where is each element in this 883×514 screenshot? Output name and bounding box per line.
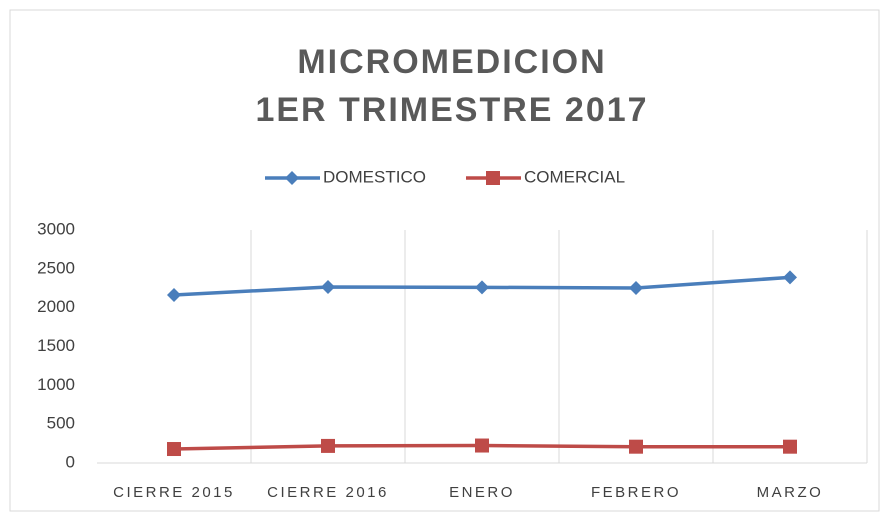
y-tick-label: 500 xyxy=(47,414,75,433)
marker xyxy=(321,280,335,295)
chart-title: 1ER TRIMESTRE 2017 xyxy=(255,91,648,129)
x-tick-label: ENERO xyxy=(449,484,515,501)
marker xyxy=(486,171,500,185)
legend-label: DOMESTICO xyxy=(323,167,426,186)
legend-label: COMERCIAL xyxy=(524,167,625,186)
y-tick-label: 2000 xyxy=(37,297,75,316)
marker xyxy=(321,438,335,453)
marker xyxy=(167,442,181,457)
marker xyxy=(167,288,181,303)
x-tick-label: FEBRERO xyxy=(591,484,681,501)
y-tick-label: 1000 xyxy=(37,375,75,394)
chart-title: MICROMEDICION xyxy=(297,43,606,81)
marker xyxy=(629,439,643,454)
y-tick-label: 3000 xyxy=(37,219,75,238)
marker xyxy=(783,270,797,285)
y-tick-label: 0 xyxy=(66,452,75,471)
marker xyxy=(783,439,797,454)
x-tick-label: MARZO xyxy=(757,484,824,501)
marker xyxy=(475,280,489,295)
y-tick-label: 1500 xyxy=(37,336,75,355)
x-tick-label: CIERRE 2016 xyxy=(267,484,389,501)
marker xyxy=(285,171,299,185)
marker xyxy=(475,438,489,453)
chart-frame xyxy=(9,9,880,512)
y-tick-label: 2500 xyxy=(37,258,75,277)
x-tick-label: CIERRE 2015 xyxy=(113,484,235,501)
marker xyxy=(629,281,643,296)
